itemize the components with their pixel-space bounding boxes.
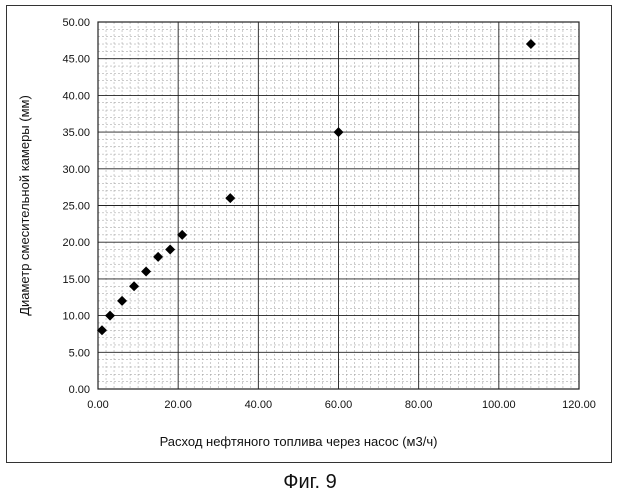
x-tick-label: 20.00	[164, 399, 192, 411]
y-tick-label: 40.00	[62, 90, 90, 102]
x-axis-title: Расход нефтяного топлива через насос (м3…	[160, 434, 438, 449]
y-tick-label: 25.00	[62, 201, 90, 213]
data-point	[165, 245, 175, 255]
x-tick-label: 80.00	[405, 399, 433, 411]
x-tick-label: 0.00	[87, 399, 108, 411]
data-point	[141, 267, 151, 277]
data-point	[153, 252, 163, 262]
data-point	[105, 311, 115, 321]
y-tick-label: 0.00	[69, 384, 90, 396]
scatter-chart: 0.00 20.00 40.00 60.00 80.00 100.00 120.00 0.00…	[7, 6, 613, 464]
x-tick-label: 120.00	[562, 399, 596, 411]
y-tick-label: 5.00	[69, 347, 90, 359]
y-tick-label: 20.00	[62, 237, 90, 249]
data-point	[526, 39, 536, 49]
data-point	[117, 296, 127, 306]
data-point	[177, 230, 187, 240]
figure-caption: Фиг. 9	[0, 471, 620, 494]
data-point	[225, 193, 235, 203]
x-tick-label: 100.00	[482, 399, 516, 411]
y-tick-label: 15.00	[62, 274, 90, 286]
y-tick-label: 35.00	[62, 127, 90, 139]
chart-frame: 0.00 20.00 40.00 60.00 80.00 100.00 120.00 0.00…	[6, 5, 612, 463]
y-axis-title: Диаметр смесительной камеры (мм)	[17, 95, 32, 316]
data-point	[129, 281, 139, 291]
y-tick-label: 45.00	[62, 54, 90, 66]
x-tick-label: 60.00	[325, 399, 353, 411]
y-tick-label: 50.00	[62, 17, 90, 29]
grid-lines	[98, 22, 579, 389]
data-points	[97, 39, 536, 335]
y-tick-label: 10.00	[62, 311, 90, 323]
data-point	[334, 127, 344, 137]
y-tick-label: 30.00	[62, 164, 90, 176]
x-tick-label: 40.00	[245, 399, 273, 411]
